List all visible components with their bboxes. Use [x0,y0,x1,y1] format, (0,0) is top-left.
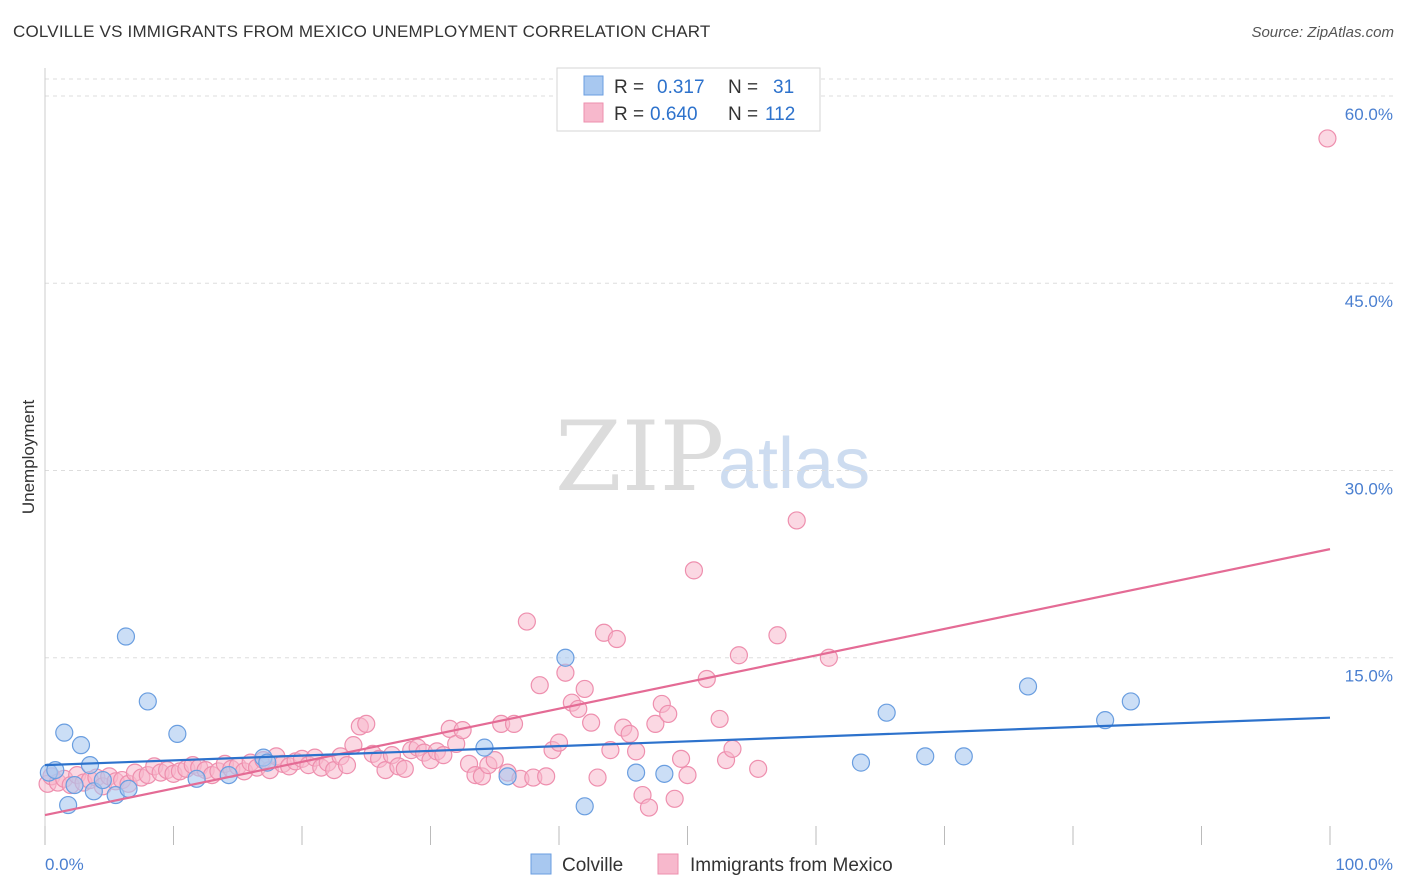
legend-n-label-immigrants: N = [728,104,758,125]
bottom-legend: Colville Immigrants from Mexico [530,853,893,876]
colville-point [954,747,973,766]
bottom-legend-swatch-immigrants [657,853,679,875]
colville-points [39,627,1140,816]
immigrants-point [665,789,684,808]
immigrants-point [607,629,626,649]
immigrants-point [723,739,742,758]
immigrants-point [588,768,607,787]
immigrants-point [530,676,549,695]
bottom-legend-label-colville: Colville [562,855,623,876]
colville-point [575,797,594,816]
colville-point [877,703,896,722]
y-tick-label: 15.0% [1345,667,1393,686]
colville-point [851,753,871,772]
colville-point [1018,677,1038,696]
immigrants-point [768,626,787,645]
source-label: Source: ZipAtlas.com [1251,24,1394,41]
x-tick-label: 100.0% [1335,855,1393,874]
immigrants-point [710,709,729,729]
colville-point [258,753,277,772]
colville-point [655,764,674,783]
immigrants-point [684,561,704,580]
immigrants-point [582,713,601,732]
immigrants-point [601,741,620,760]
immigrants-point [549,733,569,752]
colville-point [1096,711,1115,730]
watermark-zip: ZIP [555,401,724,513]
colville-point [168,724,187,743]
colville-point [138,692,157,711]
immigrants-point [337,756,357,775]
trend-lines [44,548,1331,817]
immigrants-point [626,742,646,761]
chart-title: COLVILLE VS IMMIGRANTS FROM MEXICO UNEMP… [13,22,711,41]
colville-point [116,627,136,646]
bottom-legend-swatch-colville [530,853,552,875]
legend-r-value-immigrants: 0.640 [650,104,698,125]
legend-r-label-colville: R = [614,77,644,98]
immigrants-point [671,749,691,768]
y-tick-label: 30.0% [1345,479,1393,498]
axis-layer [44,68,1331,845]
colville-trend-line [44,716,1331,767]
legend: R = 0.317 N = 31 R = 0.640 N = 112 [556,67,821,132]
colville-point [626,763,646,782]
colville-point [93,770,112,790]
legend-n-value-colville: 31 [773,77,794,98]
colville-point [71,736,91,755]
immigrants-point [646,714,665,734]
immigrants-point [357,714,376,734]
legend-swatch-immigrants [583,102,604,123]
colville-point [55,723,74,742]
immigrants-point [537,767,556,786]
immigrants-point [517,612,536,631]
y-tick-label: 45.0% [1345,292,1393,311]
immigrants-point [659,704,678,724]
grid-layer [45,78,1393,659]
immigrants-point [485,751,504,770]
immigrants-point [678,765,697,785]
legend-swatch-colville [583,75,604,96]
legend-r-value-colville: 0.317 [657,77,705,98]
y-axis-title: Unemployment [19,400,38,515]
legend-r-label-immigrants: R = [614,104,644,125]
watermark: ZIP atlas [555,401,870,513]
immigrants-point [787,511,806,530]
immigrants-trend-line [44,548,1331,817]
immigrants-point [620,724,639,743]
legend-n-label-colville: N = [728,77,758,98]
immigrants-point [639,798,659,817]
colville-point [80,756,100,775]
tick-labels: 15.0% 30.0% 45.0% 60.0% 0.0% 100.0% [45,105,1393,874]
watermark-atlas: atlas [718,424,870,504]
x-tick-label: 0.0% [45,855,84,874]
legend-n-value-immigrants: 112 [765,104,795,125]
colville-point [916,747,935,766]
immigrants-point [395,759,414,778]
colville-point [556,648,575,667]
colville-point [1121,692,1140,711]
immigrants-point [729,646,749,665]
immigrants-point [575,679,594,699]
immigrants-point [1318,129,1337,148]
immigrants-point [749,759,768,778]
colville-point [119,779,138,798]
colville-point [498,767,517,786]
bottom-legend-label-immigrants: Immigrants from Mexico [690,855,893,876]
colville-point [65,775,84,795]
y-tick-label: 60.0% [1345,105,1393,124]
